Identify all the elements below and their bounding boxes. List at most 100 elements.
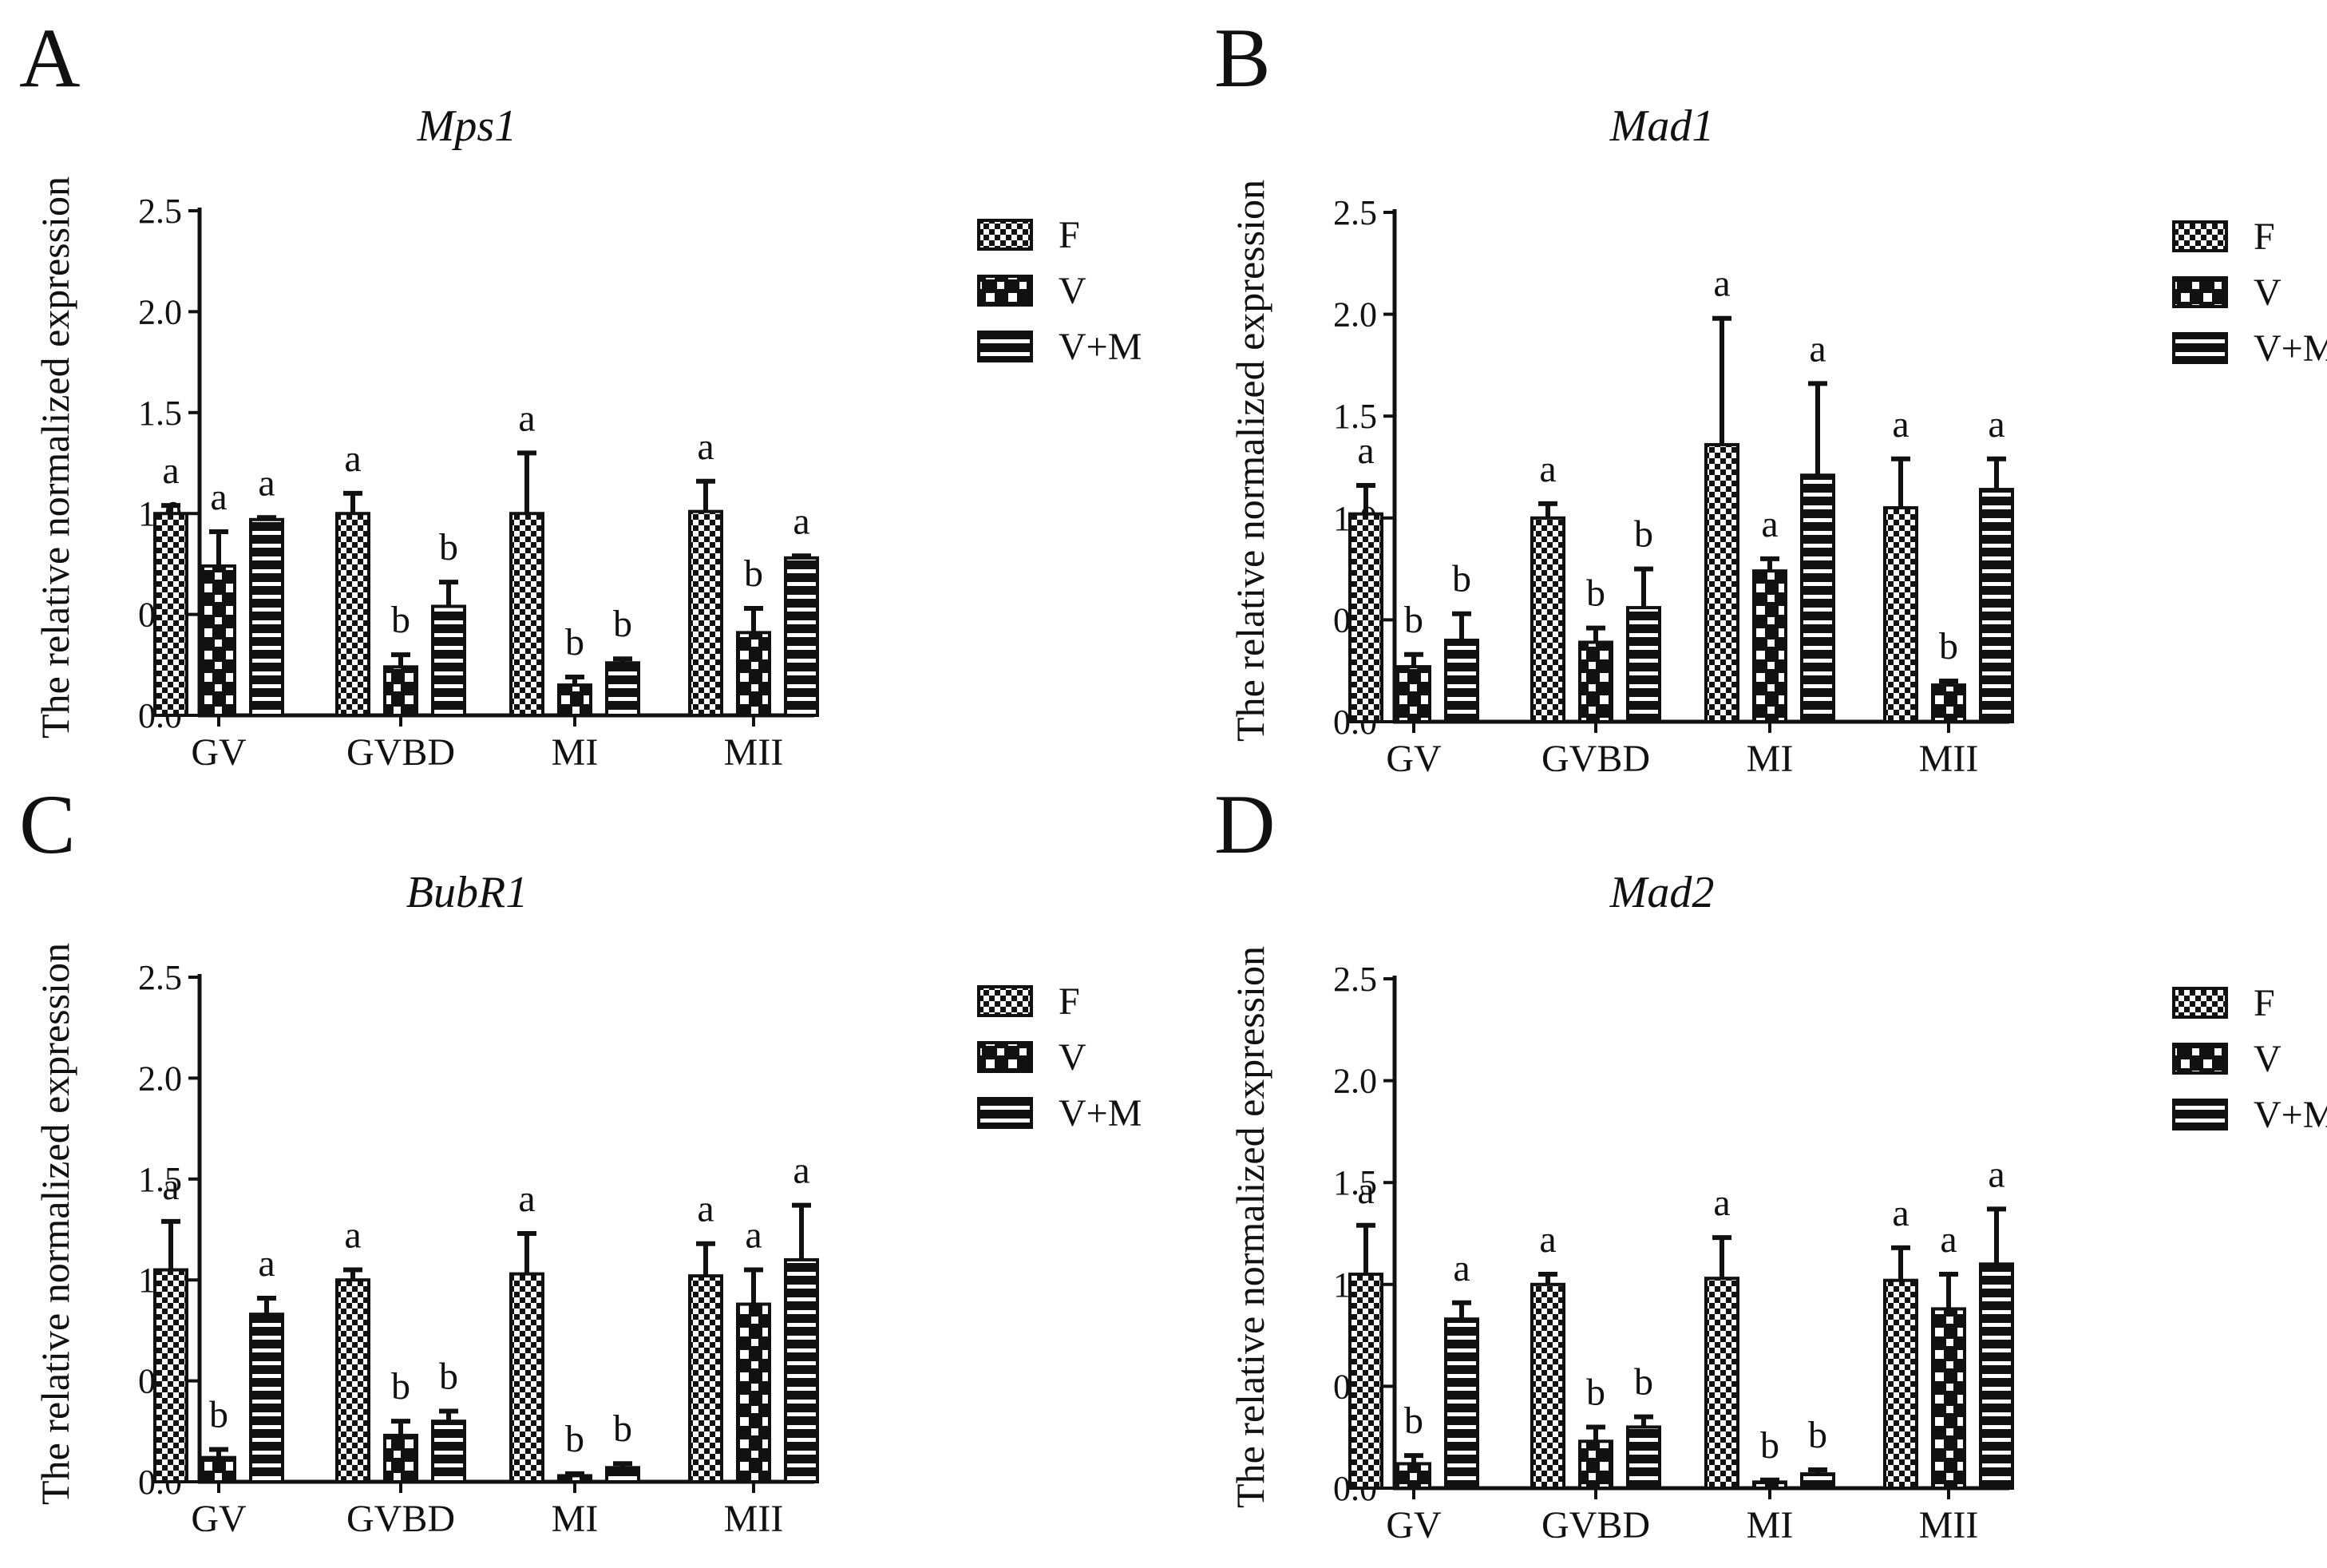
- significance-letter: a: [258, 1242, 275, 1285]
- legend-label-f: F: [2254, 216, 2275, 258]
- bar-v-gv: [1396, 1462, 1431, 1490]
- y-tick-label: 2.5: [1333, 960, 1377, 999]
- legend-swatch-v: [2172, 1043, 2228, 1075]
- significance-letter: b: [439, 526, 458, 568]
- bar-vm-gv: [1444, 638, 1479, 723]
- significance-letter: a: [793, 1150, 809, 1192]
- bar-f-gvbd: [1530, 516, 1565, 723]
- significance-letter: a: [1357, 1170, 1374, 1212]
- legend-swatch-f: [2172, 987, 2228, 1019]
- legend-label-vm: V+M: [2254, 327, 2327, 370]
- y-axis-label: The relative normalized expression: [33, 176, 77, 738]
- bar-v-gv: [201, 564, 236, 717]
- bar-v-mii: [1931, 683, 1966, 724]
- significance-letter: b: [613, 603, 632, 645]
- x-tick-label-gvbd: GVBD: [1541, 738, 1650, 780]
- bar-vm-gvbd: [431, 1420, 466, 1483]
- significance-letter: a: [258, 461, 275, 504]
- bar-vm-mi: [1800, 473, 1835, 723]
- bar-vm-mii: [1979, 1262, 2014, 1491]
- bar-v-mii: [736, 631, 771, 717]
- significance-letter: a: [1453, 1247, 1470, 1289]
- bar-vm-gv: [249, 1313, 284, 1484]
- bar-vm-gv: [249, 517, 284, 717]
- bar-vm-gvbd: [1626, 606, 1661, 724]
- significance-letter: a: [1713, 1182, 1730, 1224]
- legend-swatch-f: [977, 219, 1033, 251]
- x-tick-label-mii: MII: [1919, 1504, 1979, 1546]
- legend-label-v: V: [2254, 1038, 2281, 1080]
- bar-f-mii: [1883, 506, 1918, 723]
- bar-vm-mi: [1800, 1472, 1835, 1490]
- significance-letter: a: [1940, 1218, 1957, 1261]
- significance-letter: b: [1404, 1400, 1423, 1442]
- chart-title: Mad1: [1609, 101, 1715, 151]
- bar-v-gvbd: [1578, 1439, 1613, 1491]
- significance-letter: a: [1761, 503, 1778, 545]
- legend-label-f: F: [1059, 214, 1080, 256]
- x-tick-label-gv: GV: [191, 1498, 247, 1540]
- chart-panel-c: C BubR1 The relative normalized expression…: [19, 778, 1142, 1540]
- significance-letter: a: [518, 397, 535, 439]
- bar-f-gv: [1348, 1273, 1383, 1490]
- bar-v-gvbd: [383, 1433, 418, 1484]
- significance-letter: b: [1634, 513, 1653, 556]
- significance-letter: a: [1539, 448, 1556, 490]
- significance-letter: a: [1988, 403, 2004, 445]
- x-tick-label-mii: MII: [724, 731, 784, 774]
- panel-letter: D: [1214, 778, 1276, 871]
- significance-letter: b: [565, 1418, 584, 1460]
- bar-f-mii: [688, 509, 723, 717]
- bar-vm-mii: [784, 1257, 819, 1483]
- x-tick-label-gvbd: GVBD: [346, 1498, 455, 1540]
- significance-letter: b: [1452, 558, 1471, 600]
- significance-letter: a: [1357, 430, 1374, 472]
- bar-v-gv: [1396, 665, 1431, 724]
- y-axis-label: The relative normalized expression: [1228, 946, 1272, 1508]
- y-tick-label: 2.0: [138, 292, 182, 331]
- bar-v-mii: [736, 1302, 771, 1484]
- significance-letter: b: [1939, 625, 1958, 667]
- y-axis-label: The relative normalized expression: [1228, 180, 1272, 742]
- significance-letter: b: [1404, 599, 1423, 641]
- significance-letter: b: [1586, 572, 1605, 615]
- significance-letter: a: [162, 1166, 179, 1208]
- significance-letter: b: [565, 621, 584, 663]
- legend-swatch-f: [2172, 220, 2228, 252]
- y-tick-label: 2.0: [138, 1059, 182, 1098]
- chart-title: Mad2: [1609, 868, 1715, 917]
- significance-letter: a: [1892, 1192, 1909, 1234]
- legend-swatch-f: [977, 985, 1033, 1017]
- bar-f-mi: [509, 512, 544, 718]
- bar-vm-mii: [1979, 488, 2014, 724]
- significance-letter: b: [1808, 1414, 1827, 1456]
- legend-label-vm: V+M: [1059, 1092, 1142, 1134]
- y-tick-label: 2.0: [1333, 295, 1377, 335]
- bar-v-gv: [201, 1455, 236, 1484]
- y-tick-label: 2.5: [1333, 193, 1377, 232]
- legend-swatch-v: [977, 1041, 1033, 1073]
- significance-letter: b: [1634, 1361, 1653, 1404]
- y-axis-label: The relative normalized expression: [33, 943, 77, 1505]
- legend-swatch-vm: [2172, 332, 2228, 364]
- significance-letter: b: [209, 1394, 228, 1436]
- bar-f-gv: [153, 1268, 188, 1483]
- x-tick-label-gv: GV: [1386, 1504, 1442, 1546]
- x-tick-label-gv: GV: [191, 731, 247, 774]
- x-tick-label-mi: MI: [552, 1498, 599, 1540]
- y-tick-label: 2.5: [138, 958, 182, 997]
- bar-f-gv: [153, 512, 188, 718]
- bar-vm-gvbd: [1626, 1425, 1661, 1490]
- legend-swatch-vm: [977, 1097, 1033, 1129]
- bar-v-gvbd: [383, 665, 418, 718]
- x-tick-label-gv: GV: [1386, 738, 1442, 780]
- x-tick-label-mii: MII: [724, 1498, 784, 1540]
- bar-v-mi: [557, 683, 592, 718]
- bar-f-gvbd: [335, 512, 370, 718]
- x-tick-label-mi: MI: [1747, 738, 1794, 780]
